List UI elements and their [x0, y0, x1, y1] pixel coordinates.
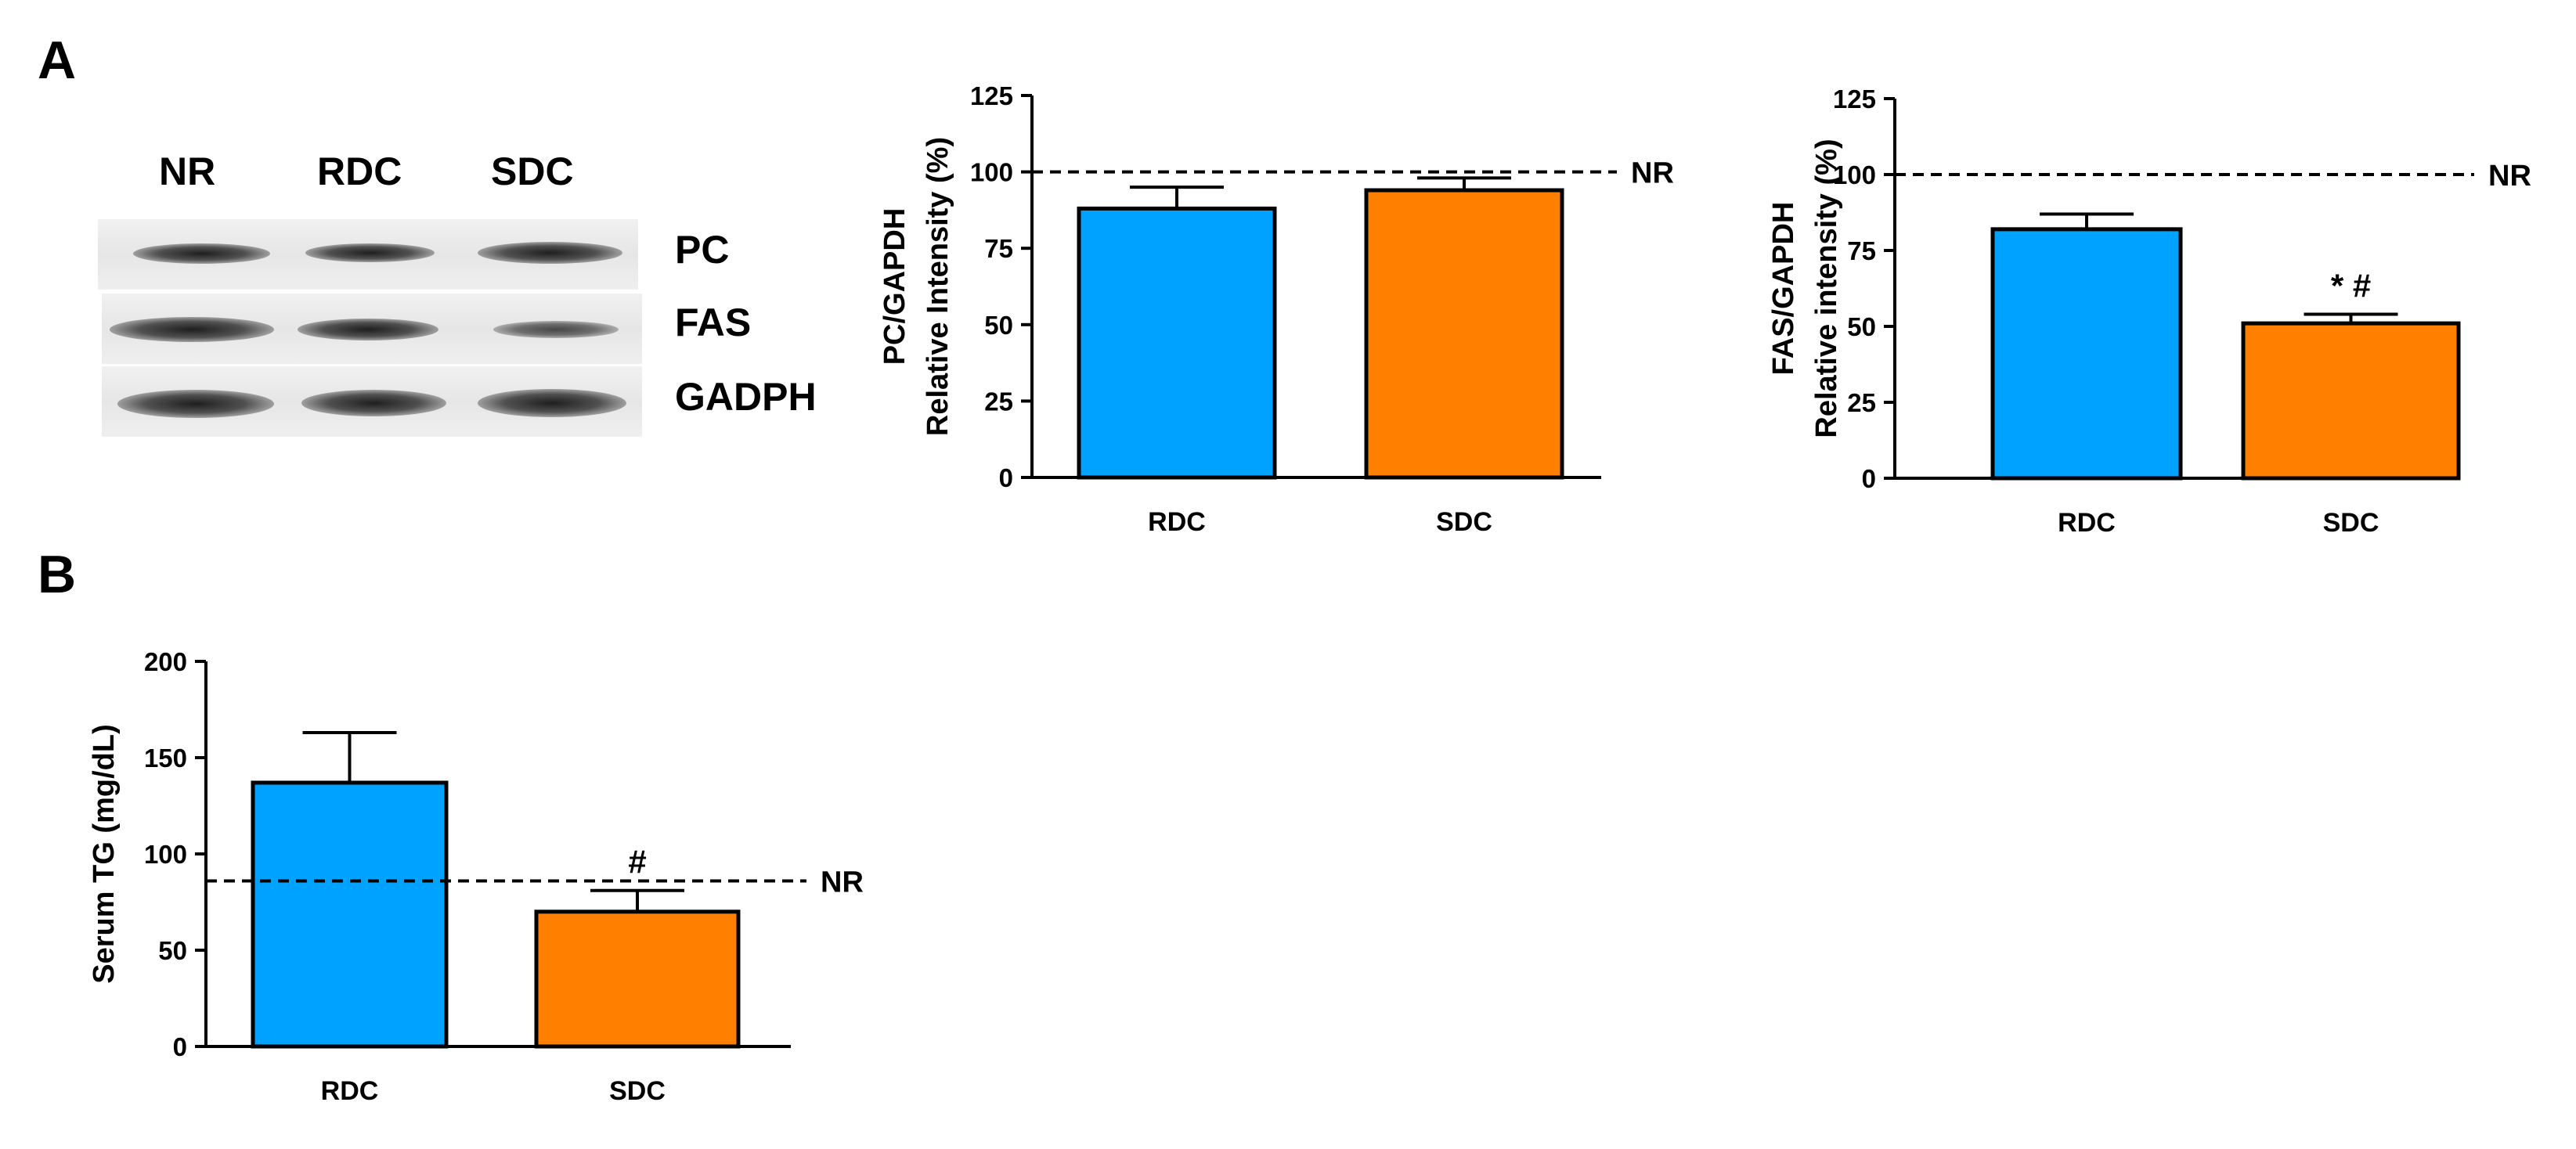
reference-label-nr: NR [2488, 160, 2531, 193]
x-tick-label: RDC [2058, 508, 2116, 538]
bar-sdc [2241, 321, 2461, 481]
reference-label-nr: NR [821, 866, 864, 899]
panel-label-a: A [38, 31, 77, 90]
x-tick-label: RDC [1148, 507, 1206, 537]
y-tick-label: 100 [970, 158, 1013, 187]
reference-label-nr: NR [1631, 157, 1674, 190]
band-fas-nr [110, 317, 274, 342]
bar-rdc [1990, 227, 2183, 481]
y-tick-label: 150 [144, 744, 187, 773]
blot-lane-label-rdc: RDC [317, 149, 402, 193]
y-tick-label: 100 [1833, 160, 1876, 189]
blot-row-label-pc: PC [675, 228, 730, 272]
y-tick-label: 200 [144, 647, 187, 676]
y-tick-label: 25 [984, 387, 1013, 416]
y-tick-label: 50 [984, 311, 1013, 340]
y-axis-label: FAS/GAPDH [1767, 202, 1800, 376]
y-tick-label: 125 [970, 81, 1013, 110]
band-gadph-rdc [301, 390, 446, 416]
bar-sdc [1364, 188, 1564, 480]
band-gadph-sdc [478, 389, 626, 417]
y-tick-label: 100 [144, 840, 187, 869]
band-fas-rdc [298, 319, 438, 340]
panel-label-b: B [38, 545, 77, 604]
band-fas-sdc [493, 321, 619, 338]
band-pc-rdc [305, 243, 435, 262]
blot-lane-label-sdc: SDC [491, 149, 574, 193]
band-gadph-nr [117, 390, 274, 418]
band-pc-nr [133, 243, 270, 264]
band-pc-sdc [478, 242, 622, 264]
bar-rdc [251, 780, 449, 1049]
y-axis-label: PC/GAPDH [879, 208, 911, 366]
y-tick-label: 0 [173, 1032, 187, 1061]
blot-lane-label-nr: NR [159, 149, 216, 193]
x-tick-label: SDC [609, 1076, 666, 1106]
blot-row-label-gadph: GADPH [675, 375, 817, 419]
significance-marker: * # [2331, 267, 2371, 304]
y-tick-label: 0 [999, 463, 1013, 492]
x-tick-label: RDC [321, 1076, 379, 1106]
y-axis-label: Relative intensity (%) [1810, 139, 1843, 438]
blot-row-label-fas: FAS [675, 301, 752, 344]
y-tick-label: 75 [984, 234, 1013, 263]
y-tick-label: 50 [1847, 312, 1876, 341]
y-tick-label: 75 [1847, 236, 1876, 265]
x-tick-label: SDC [1436, 507, 1492, 537]
significance-marker: # [628, 844, 646, 881]
y-tick-label: 0 [1862, 464, 1876, 493]
y-tick-label: 50 [158, 936, 187, 965]
y-tick-label: 25 [1847, 388, 1876, 417]
y-axis-label: Serum TG (mg/dL) [88, 724, 121, 983]
y-axis-label: Relative Intensity (%) [922, 137, 954, 436]
x-tick-label: SDC [2323, 508, 2379, 538]
bar-rdc [1077, 206, 1277, 480]
bar-sdc [534, 909, 741, 1049]
y-tick-label: 125 [1833, 85, 1876, 113]
